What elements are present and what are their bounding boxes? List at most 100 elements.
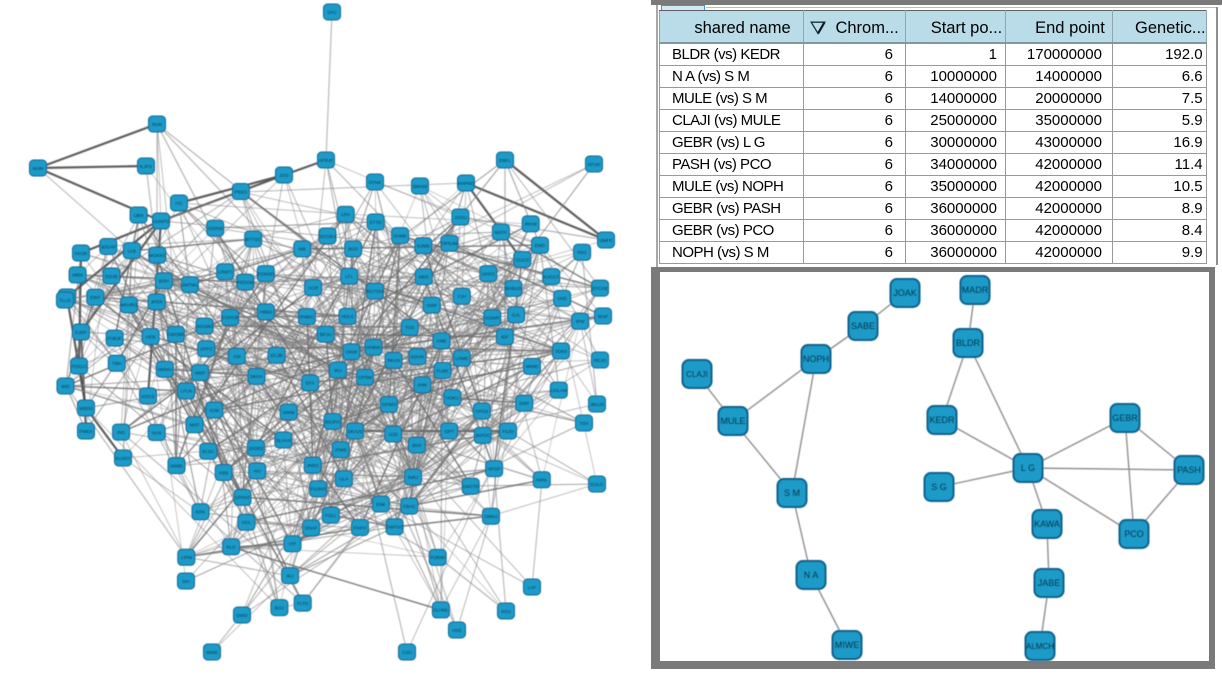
- svg-text:LFLN: LFLN: [181, 389, 192, 394]
- svg-text:BSJPH: BSJPH: [325, 419, 340, 424]
- svg-text:LLB: LLB: [128, 248, 136, 253]
- svg-text:RDJO: RDJO: [594, 358, 607, 363]
- svg-text:DKHA: DKHA: [250, 374, 264, 379]
- svg-text:CPRM: CPRM: [358, 375, 372, 380]
- svg-text:DDJB: DDJB: [105, 274, 117, 279]
- svg-text:JOAK: JOAK: [893, 288, 917, 298]
- svg-text:HEB: HEB: [146, 334, 155, 339]
- svg-text:JKPOC: JKPOC: [475, 433, 491, 438]
- svg-text:JGGU: JGGU: [454, 215, 467, 220]
- svg-text:ODRNI: ODRNI: [208, 226, 223, 231]
- svg-text:OTNK: OTNK: [369, 180, 383, 185]
- svg-text:MBN: MBN: [72, 273, 82, 278]
- svg-text:UPKKF: UPKKF: [235, 495, 251, 500]
- svg-text:CLAJI: CLAJI: [686, 370, 708, 379]
- svg-text:FUBE: FUBE: [436, 368, 448, 373]
- svg-text:RSC: RSC: [577, 250, 587, 255]
- svg-text:NOJ: NOJ: [501, 609, 510, 614]
- svg-text:FLTG: FLTG: [297, 601, 309, 606]
- svg-text:ITC: ITC: [175, 201, 183, 206]
- svg-text:MIWE: MIWE: [835, 640, 860, 650]
- svg-text:SLHAS: SLHAS: [276, 438, 291, 443]
- svg-text:KBS: KBS: [219, 470, 228, 475]
- svg-text:CUCD: CUCD: [516, 257, 530, 262]
- svg-text:FHFH: FHFH: [354, 525, 366, 530]
- svg-text:ODL: ODL: [242, 520, 252, 525]
- svg-text:WGKKO: WGKKO: [148, 253, 166, 258]
- svg-text:TLLO: TLLO: [59, 298, 71, 303]
- svg-text:HFGP: HFGP: [488, 466, 501, 471]
- svg-text:ETTD: ETTD: [370, 220, 383, 225]
- svg-text:CCR: CCR: [308, 285, 319, 290]
- svg-text:ECJB: ECJB: [271, 353, 283, 358]
- svg-text:HBMJ: HBMJ: [260, 310, 273, 315]
- svg-text:EBFL: EBFL: [499, 158, 511, 163]
- svg-text:BKR: BKR: [412, 443, 422, 448]
- svg-text:PCO: PCO: [1124, 529, 1144, 539]
- svg-text:DNP: DNP: [519, 401, 529, 406]
- svg-text:BTTSG: BTTSG: [246, 237, 262, 242]
- svg-text:MKNU: MKNU: [158, 367, 172, 372]
- svg-text:DTCOE: DTCOE: [592, 286, 608, 291]
- svg-text:KLG: KLG: [226, 545, 236, 550]
- svg-text:FBAC: FBAC: [403, 504, 416, 509]
- svg-text:JPER: JPER: [151, 300, 163, 305]
- svg-text:DKAJS: DKAJS: [348, 429, 363, 434]
- svg-text:GEBR: GEBR: [1112, 413, 1138, 423]
- svg-text:FUJNO: FUJNO: [311, 487, 327, 492]
- svg-text:PBSG: PBSG: [235, 189, 248, 194]
- svg-text:FGLL: FGLL: [325, 513, 337, 518]
- svg-text:MADR: MADR: [962, 285, 989, 295]
- svg-text:AME: AME: [437, 339, 447, 344]
- svg-text:JWTWL: JWTWL: [182, 282, 199, 287]
- svg-text:NJMB: NJMB: [417, 244, 430, 249]
- svg-text:ING: ING: [117, 430, 126, 435]
- svg-text:SJW: SJW: [209, 408, 219, 413]
- svg-text:IJMFE: IJMFE: [599, 238, 612, 243]
- svg-text:KRK: KRK: [196, 510, 206, 515]
- svg-text:IKJ: IKJ: [287, 573, 294, 578]
- svg-text:LRMTI: LRMTI: [218, 270, 232, 275]
- svg-text:EJDP: EJDP: [75, 330, 87, 335]
- svg-text:KDHR: KDHR: [411, 355, 425, 360]
- svg-text:GFWD: GFWD: [382, 402, 397, 407]
- svg-text:ELSC: ELSC: [202, 449, 215, 454]
- svg-text:ILJFG: ILJFG: [140, 164, 153, 169]
- svg-text:MIWD: MIWD: [526, 364, 539, 369]
- svg-text:IDF: IDF: [501, 335, 509, 340]
- svg-text:SIH: SIH: [182, 579, 190, 584]
- svg-text:EFA: EFA: [306, 381, 316, 386]
- svg-text:DGGWC: DGGWC: [195, 324, 214, 329]
- svg-text:MEE: MEE: [419, 275, 429, 280]
- svg-text:BLDR: BLDR: [956, 338, 981, 348]
- svg-text:EWF: EWF: [90, 295, 100, 300]
- svg-text:UKE: UKE: [557, 296, 566, 301]
- svg-text:CLHML: CLHML: [433, 608, 449, 613]
- svg-text:IRKW: IRKW: [525, 222, 538, 227]
- svg-text:OAMK: OAMK: [393, 233, 407, 238]
- svg-text:RUN: RUN: [152, 122, 162, 127]
- svg-text:BOJ: BOJ: [275, 605, 284, 610]
- svg-text:IWMD: IWMD: [170, 463, 183, 468]
- svg-text:KHPNO: KHPNO: [458, 181, 475, 186]
- svg-text:SCCBU: SCCBU: [319, 234, 335, 239]
- svg-text:APRJF: APRJF: [319, 158, 334, 163]
- svg-text:POELC: POELC: [71, 364, 87, 369]
- svg-text:TGE: TGE: [405, 325, 414, 330]
- svg-text:DWD: DWD: [237, 613, 249, 618]
- svg-text:EULG: EULG: [591, 482, 604, 487]
- svg-text:OWF: OWF: [426, 303, 437, 308]
- svg-text:NWM: NWM: [283, 410, 295, 415]
- svg-text:MAP: MAP: [598, 314, 608, 319]
- svg-text:SABE: SABE: [851, 321, 875, 331]
- svg-text:JABE: JABE: [1038, 578, 1061, 588]
- svg-text:N A: N A: [804, 570, 819, 580]
- svg-text:DNAF: DNAF: [305, 526, 318, 531]
- svg-text:FWEA: FWEA: [79, 429, 93, 434]
- svg-text:GFC: GFC: [327, 10, 337, 15]
- svg-text:INRJ: INRJ: [408, 475, 418, 480]
- svg-text:LFL: LFL: [345, 274, 353, 279]
- svg-text:OPDJM: OPDJM: [441, 241, 457, 246]
- svg-text:JDDEE: JDDEE: [248, 446, 263, 451]
- svg-text:JNSG: JNSG: [307, 463, 320, 468]
